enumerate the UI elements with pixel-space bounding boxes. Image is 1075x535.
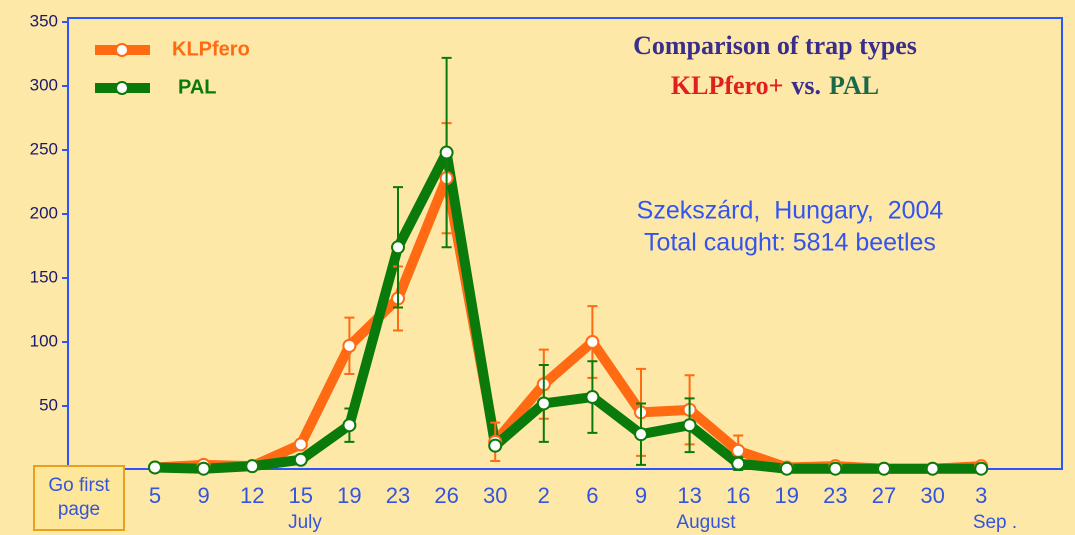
x-tick-label: 13 bbox=[677, 483, 701, 508]
marker bbox=[779, 461, 794, 476]
marker bbox=[342, 338, 357, 353]
series-line bbox=[154, 147, 982, 474]
x-tick-label: 30 bbox=[920, 483, 944, 508]
marker bbox=[731, 443, 746, 458]
legend-label: KLPfero bbox=[172, 38, 250, 60]
marker bbox=[245, 459, 260, 474]
marker bbox=[488, 438, 503, 453]
y-tick-label: 150 bbox=[30, 267, 58, 286]
x-group-label: Sep . bbox=[973, 512, 1017, 533]
marker bbox=[634, 427, 648, 442]
x-tick-label: 15 bbox=[289, 483, 313, 508]
legend-label: PAL bbox=[178, 76, 217, 98]
annotation: Szekszárd, Hungary, 2004 bbox=[637, 197, 944, 225]
x-tick-label: 27 bbox=[872, 483, 896, 508]
x-tick-label: 19 bbox=[775, 483, 799, 508]
marker bbox=[439, 145, 454, 160]
marker bbox=[293, 452, 308, 467]
marker bbox=[391, 240, 405, 255]
x-tick-label: 30 bbox=[483, 483, 507, 508]
chart-title: Comparison of trap types bbox=[633, 31, 917, 60]
x-tick-label: 6 bbox=[586, 483, 598, 508]
x-group-label: August bbox=[676, 512, 736, 533]
marker bbox=[536, 396, 551, 411]
x-tick-label: 26 bbox=[434, 483, 458, 508]
subtitle-part: vs. bbox=[791, 71, 821, 100]
legend-marker bbox=[115, 43, 129, 57]
y-tick-label: 200 bbox=[30, 203, 58, 222]
x-tick-label: 16 bbox=[726, 483, 750, 508]
marker bbox=[585, 335, 600, 349]
x-tick-label: 2 bbox=[538, 483, 550, 508]
subtitle-part: KLPfero+ bbox=[671, 71, 784, 100]
marker bbox=[828, 461, 843, 476]
plot-frame bbox=[67, 17, 1063, 470]
y-tick-label: 100 bbox=[30, 331, 58, 350]
x-tick-label: 23 bbox=[386, 483, 410, 508]
x-tick-label: 9 bbox=[197, 483, 209, 508]
marker bbox=[877, 461, 891, 476]
y-tick-label: 50 bbox=[39, 395, 58, 414]
x-group-label: July bbox=[288, 512, 322, 533]
marker bbox=[293, 437, 308, 452]
marker bbox=[196, 461, 211, 476]
legend-marker bbox=[115, 81, 129, 95]
marker bbox=[974, 461, 989, 476]
marker bbox=[342, 418, 357, 433]
y-tick-label: 350 bbox=[30, 11, 58, 30]
x-tick-label: 9 bbox=[635, 483, 647, 508]
marker bbox=[682, 418, 697, 433]
marker bbox=[148, 460, 162, 475]
marker bbox=[585, 390, 600, 405]
y-tick-label: 300 bbox=[30, 75, 58, 94]
x-tick-label: 3 bbox=[975, 483, 987, 508]
x-tick-label: 23 bbox=[823, 483, 847, 508]
go-first-page-button[interactable]: Go first page bbox=[33, 465, 125, 531]
x-tick-label: 5 bbox=[149, 483, 161, 508]
marker bbox=[925, 461, 940, 476]
chart-subtitle: KLPfero+ vs. PAL bbox=[671, 71, 879, 100]
subtitle-part: PAL bbox=[829, 71, 879, 100]
y-tick-label: 250 bbox=[30, 139, 58, 158]
x-tick-label: 12 bbox=[240, 483, 264, 508]
x-tick-label: 19 bbox=[337, 483, 361, 508]
marker bbox=[731, 456, 746, 471]
annotation: Total caught: 5814 beetles bbox=[644, 229, 936, 257]
